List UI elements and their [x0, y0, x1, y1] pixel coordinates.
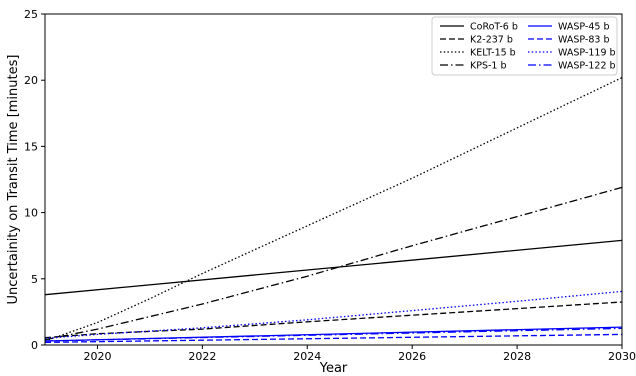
series-line-1: [44, 301, 623, 339]
y-tick-label: 10: [24, 207, 38, 220]
plot-frame: [44, 13, 623, 346]
y-axis-title: Uncertainity on Transit Time [minutes]: [6, 55, 21, 305]
x-tick-label: 2024: [293, 350, 321, 363]
legend-label-3: KPS-1 b: [470, 61, 507, 72]
legend-label-5: WASP-83 b: [558, 35, 610, 46]
legend-label-1: K2-237 b: [470, 35, 513, 46]
x-tick-label: 2028: [503, 350, 531, 363]
x-tick-label: 2026: [398, 350, 426, 363]
legend-label-7: WASP-122 b: [558, 61, 616, 72]
legend-box: [431, 16, 618, 76]
x-tick-label: 2030: [608, 350, 636, 363]
series-line-3: [44, 186, 623, 341]
legend: CoRoT-6 b K2-237 b KELT-15 b KPS-1 b WASP-45…: [431, 16, 618, 76]
y-tick-label: 25: [24, 8, 38, 21]
series-line-0: [44, 239, 623, 296]
axis-ticks: 2020 2022 2024 2026 2028 2030 0 5 10 15 20 25: [24, 8, 636, 363]
y-tick-label: 5: [31, 273, 38, 286]
series-line-5: [44, 333, 623, 344]
legend-label-4: WASP-45 b: [558, 22, 610, 33]
legend-label-0: CoRoT-6 b: [470, 22, 518, 33]
series-line-7: [44, 327, 623, 342]
legend-label-6: WASP-119 b: [558, 48, 616, 59]
legend-label-2: KELT-15 b: [470, 48, 516, 59]
x-tick-label: 2020: [83, 350, 111, 363]
y-tick-label: 20: [24, 74, 38, 87]
x-axis-title: Year: [319, 361, 348, 376]
series-line-6: [44, 290, 623, 340]
y-tick-label: 15: [24, 140, 38, 153]
y-tick-label: 0: [31, 339, 38, 352]
series-lines: [44, 77, 623, 344]
series-line-2: [44, 77, 623, 342]
x-tick-label: 2022: [188, 350, 216, 363]
